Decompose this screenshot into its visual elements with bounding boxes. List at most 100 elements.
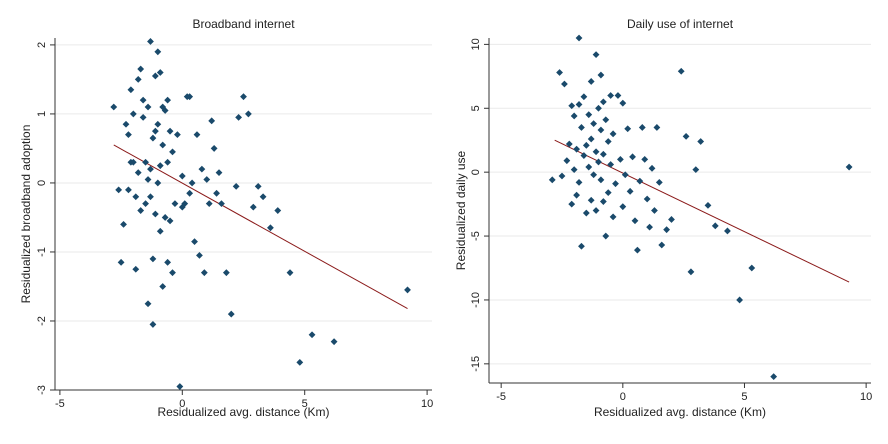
chart-1-point-13 — [575, 101, 583, 108]
chart-1-point-58 — [636, 177, 644, 185]
chart-0-ytick-label-4: 1 — [36, 111, 48, 117]
chart-1-point-60 — [641, 155, 649, 163]
chart-daily-use: -15 -10 -5 0 5 10 -5 0 5 10 Daily use of internet R… — [454, 17, 872, 419]
chart-0-point-40 — [159, 141, 167, 149]
chart-1-point-49 — [616, 155, 624, 163]
chart-1-point-2 — [558, 172, 566, 180]
chart-1-point-40 — [602, 232, 610, 240]
chart-0-point-52 — [174, 131, 181, 139]
chart-1-ytick-label-5: 10 — [470, 38, 482, 50]
chart-0-point-18 — [139, 113, 147, 121]
chart-0-point-82 — [267, 224, 274, 232]
chart-0-point-14 — [134, 169, 142, 176]
chart-1-point-38 — [599, 198, 607, 205]
chart-0-point-10 — [129, 158, 137, 166]
chart-0-point-48 — [166, 217, 174, 225]
chart-0-point-9 — [129, 110, 137, 118]
chart-1-point-6 — [568, 102, 576, 110]
chart-1-ytick-label-2: -5 — [470, 231, 482, 241]
chart-1-point-47 — [612, 180, 619, 188]
chart-0-ytick-label-3: 0 — [36, 180, 48, 186]
chart-1-point-17 — [580, 93, 588, 101]
chart-0-point-71 — [215, 169, 223, 176]
chart-0-xtick-label-3: 10 — [421, 398, 433, 410]
chart-0-point-78 — [244, 110, 252, 118]
chart-0-point-0 — [110, 103, 118, 111]
chart-0-title: Broadband internet — [192, 17, 295, 31]
chart-1-xtick-label-2: 5 — [741, 391, 747, 403]
chart-0-point-37 — [156, 162, 164, 170]
chart-1-point-42 — [604, 189, 612, 197]
chart-0-point-62 — [193, 131, 201, 139]
chart-1-point-11 — [573, 191, 580, 199]
chart-1-point-36 — [599, 98, 607, 106]
chart-1-point-64 — [651, 207, 658, 214]
chart-1-point-24 — [587, 135, 595, 143]
chart-0-point-41 — [159, 283, 167, 290]
chart-0-point-13 — [134, 76, 142, 83]
chart-0-ytick-label-0: -3 — [36, 385, 48, 395]
chart-1-point-8 — [570, 112, 578, 120]
chart-1-point-44 — [607, 161, 615, 168]
chart-1-point-28 — [592, 51, 600, 59]
chart-1-point-0 — [548, 176, 556, 184]
chart-1-point-66 — [655, 178, 663, 186]
chart-1-point-61 — [643, 195, 651, 203]
chart-1-point-10 — [573, 145, 580, 153]
chart-1-fit-line — [554, 139, 850, 283]
chart-1-point-67 — [658, 241, 666, 249]
chart-0-point-35 — [154, 179, 162, 187]
chart-1-point-57 — [634, 246, 641, 254]
chart-1-point-37 — [599, 150, 607, 158]
chart-1-point-23 — [587, 78, 595, 85]
chart-1-point-43 — [607, 92, 615, 99]
chart-0-point-83 — [274, 207, 282, 214]
chart-0-point-24 — [147, 38, 154, 45]
chart-1-point-54 — [626, 187, 634, 195]
chart-1-point-21 — [585, 111, 593, 119]
chart-0-point-61 — [191, 238, 198, 246]
chart-1-point-19 — [582, 141, 590, 149]
chart-0-point-44 — [164, 96, 172, 104]
chart-0-ytick-label-5: 2 — [36, 42, 48, 48]
chart-0-point-2 — [117, 258, 125, 266]
chart-0-point-5 — [125, 131, 132, 139]
chart-1-point-81 — [845, 163, 853, 171]
chart-0-point-3 — [120, 220, 127, 228]
chart-0-point-66 — [203, 176, 211, 183]
chart-0-point-60 — [188, 179, 196, 187]
chart-1-point-35 — [597, 176, 605, 184]
chart-0-point-58 — [186, 93, 194, 101]
chart-0-point-88 — [404, 286, 411, 294]
chart-0-point-85 — [296, 358, 304, 366]
chart-0-fit-line — [113, 144, 408, 309]
chart-1-point-59 — [638, 124, 646, 131]
chart-1-point-50 — [619, 99, 627, 107]
chart-1-point-4 — [563, 157, 571, 165]
chart-1-xtick-label-1: 0 — [620, 391, 626, 403]
chart-0-point-76 — [235, 113, 243, 121]
chart-1-point-27 — [590, 171, 598, 179]
chart-0-point-26 — [147, 193, 154, 201]
chart-0-point-59 — [186, 189, 194, 197]
chart-1-point-46 — [609, 213, 617, 221]
chart-0-point-28 — [149, 255, 157, 263]
chart-1-point-72 — [687, 268, 695, 276]
chart-0-point-49 — [169, 148, 176, 156]
chart-0-point-17 — [139, 96, 147, 104]
chart-0-point-51 — [171, 200, 179, 208]
chart-1-point-1 — [556, 69, 563, 76]
chart-1-ytick-label-0: -15 — [470, 356, 482, 372]
chart-0-point-23 — [144, 300, 152, 308]
chart-0-point-46 — [164, 258, 172, 266]
chart-1-xtick-label-3: 10 — [860, 391, 872, 403]
chart-1-point-76 — [711, 222, 719, 230]
chart-0-point-63 — [196, 252, 203, 259]
chart-1-point-71 — [682, 132, 690, 140]
chart-1-point-75 — [704, 201, 712, 209]
chart-1-point-73 — [692, 166, 700, 174]
chart-1-point-52 — [621, 171, 629, 179]
chart-0-point-87 — [330, 338, 338, 346]
chart-0-ytick-label-2: -1 — [36, 247, 48, 257]
chart-0-point-34 — [154, 120, 162, 128]
